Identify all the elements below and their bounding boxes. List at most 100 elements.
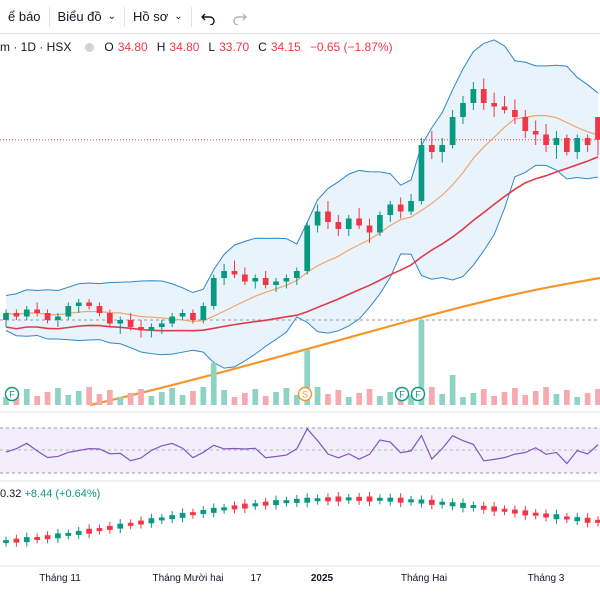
oscillator-body (75, 530, 82, 535)
candle-body (158, 323, 165, 327)
candle-body (75, 302, 82, 306)
volume-bar (408, 395, 414, 405)
event-marker: S (297, 386, 313, 402)
oscillator-body (553, 514, 560, 520)
volume-bar (13, 393, 20, 405)
volume-bar (262, 396, 269, 405)
marker-label: F (399, 390, 405, 400)
candle-body (553, 138, 560, 145)
volume-bar (418, 320, 425, 405)
moving-averages (5, 115, 600, 407)
oscillator-body (532, 512, 539, 516)
oscillator-body (127, 522, 134, 526)
volume-bar (460, 397, 466, 405)
time-axis-label: Tháng Mười hai (152, 573, 224, 584)
candle-body (148, 327, 155, 331)
high-value: 34.80 (169, 40, 200, 54)
oscillator-body (65, 532, 72, 536)
candle-body (273, 281, 279, 285)
undo-button[interactable] (192, 0, 224, 33)
oscillator-body (418, 499, 425, 504)
volume-bar (574, 397, 581, 405)
oscillator-body (512, 509, 518, 514)
oscillator-body (283, 500, 290, 504)
candle-body (574, 138, 581, 152)
oscillator-body (574, 517, 581, 522)
candle-body (491, 103, 497, 107)
oscillator-body (221, 507, 227, 511)
candle-body (179, 313, 186, 317)
oscillator-body (428, 499, 435, 505)
event-marker: F (410, 386, 426, 402)
oscillator-body (304, 497, 311, 503)
toolbar-divider (48, 6, 50, 27)
volume-bar (86, 387, 92, 405)
candle-body (221, 271, 227, 278)
marker-label: F (415, 390, 421, 400)
alerts-label: ể báo (8, 9, 41, 24)
marker-label: F (9, 390, 15, 400)
candle-body (512, 110, 518, 117)
candle-body (366, 225, 373, 233)
volume-bar (138, 389, 144, 405)
volume-bar (293, 395, 300, 405)
candle-body (13, 313, 20, 317)
volume-bar (169, 388, 176, 405)
volume-bar (345, 397, 352, 405)
oscillator-body (460, 502, 466, 508)
volume-bar (96, 394, 103, 405)
volume-bar (242, 393, 248, 405)
oscillator-body (190, 512, 196, 516)
volume-bar (366, 389, 373, 405)
marker-circle (4, 386, 20, 402)
candle-body (418, 145, 425, 201)
chart-menu[interactable]: Biểu đồ ⌄ (50, 0, 124, 33)
high-key: H (156, 40, 166, 54)
candle-body (460, 103, 466, 117)
oscillator-body (470, 505, 477, 509)
candle-body (304, 225, 311, 271)
symbol-label[interactable]: m · 1D · HSX (0, 40, 72, 54)
toolbar-divider (190, 6, 192, 27)
oscillator-value: 0.32 (0, 488, 22, 500)
low-key: L (208, 40, 216, 54)
candle-body (169, 316, 176, 324)
chart-label: Biểu đồ (57, 9, 102, 24)
candle-body (96, 306, 103, 313)
candle-body (200, 306, 207, 320)
oscillator-body (366, 496, 373, 502)
oscillator-body (408, 499, 414, 503)
time-axis-label: 2025 (310, 573, 334, 584)
redo-button[interactable] (224, 0, 256, 33)
undo-icon (200, 13, 215, 25)
ma50-line (5, 156, 599, 332)
volume-bar (397, 388, 404, 405)
volume-bar (584, 393, 591, 405)
volume-bar (158, 392, 165, 405)
volume-bar (314, 387, 321, 405)
oscillator-body (23, 537, 30, 543)
volume-bar (127, 393, 134, 405)
volume-bar (428, 387, 435, 405)
profile-menu[interactable]: Hồ sơ ⌄ (125, 0, 191, 33)
candle-body (408, 201, 414, 212)
bollinger-lower (5, 164, 599, 369)
alerts-menu[interactable]: ể báo (0, 0, 49, 33)
oscillator-body (563, 516, 570, 520)
oscillator-body (3, 540, 9, 544)
oscillator-body (314, 498, 321, 502)
volume-bar (34, 396, 41, 405)
oscillator-body (138, 520, 144, 525)
status-dot-icon (85, 42, 95, 52)
volume-bar (553, 394, 560, 405)
rsi-line (5, 427, 599, 465)
candle-body (231, 271, 238, 275)
oscillator-body (345, 497, 352, 501)
candle-body (86, 302, 92, 306)
open-value: 34.80 (117, 40, 148, 54)
volume-bar (273, 392, 279, 405)
volume-bar (522, 395, 529, 405)
candles (3, 78, 600, 338)
